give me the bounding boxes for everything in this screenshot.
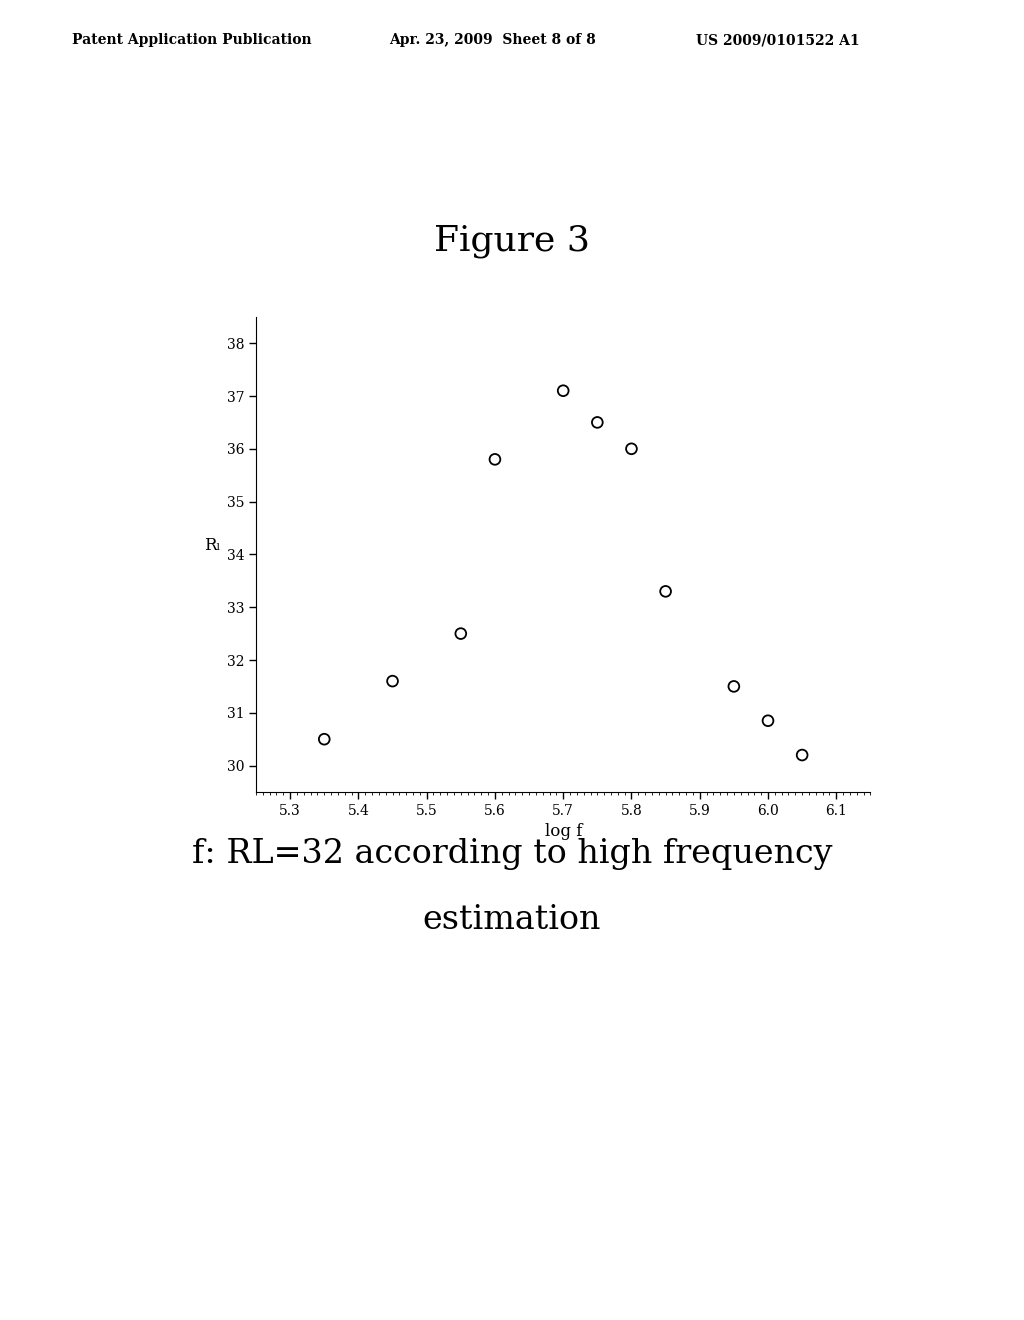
Point: [316, 729, 333, 750]
Text: estimation: estimation: [423, 904, 601, 936]
Point: [486, 449, 503, 470]
Text: Apr. 23, 2009  Sheet 8 of 8: Apr. 23, 2009 Sheet 8 of 8: [389, 33, 596, 48]
Text: Patent Application Publication: Patent Application Publication: [72, 33, 311, 48]
Point: [384, 671, 400, 692]
X-axis label: log f: log f: [545, 824, 582, 841]
Point: [624, 438, 640, 459]
Text: US 2009/0101522 A1: US 2009/0101522 A1: [696, 33, 860, 48]
Point: [555, 380, 571, 401]
Point: [589, 412, 605, 433]
Text: f: RL=32 according to high frequency: f: RL=32 according to high frequency: [191, 838, 833, 870]
Point: [657, 581, 674, 602]
Text: Figure 3: Figure 3: [434, 224, 590, 259]
Point: [794, 744, 810, 766]
Point: [726, 676, 742, 697]
Y-axis label: Rₗ: Rₗ: [205, 537, 221, 554]
Point: [453, 623, 469, 644]
Point: [760, 710, 776, 731]
